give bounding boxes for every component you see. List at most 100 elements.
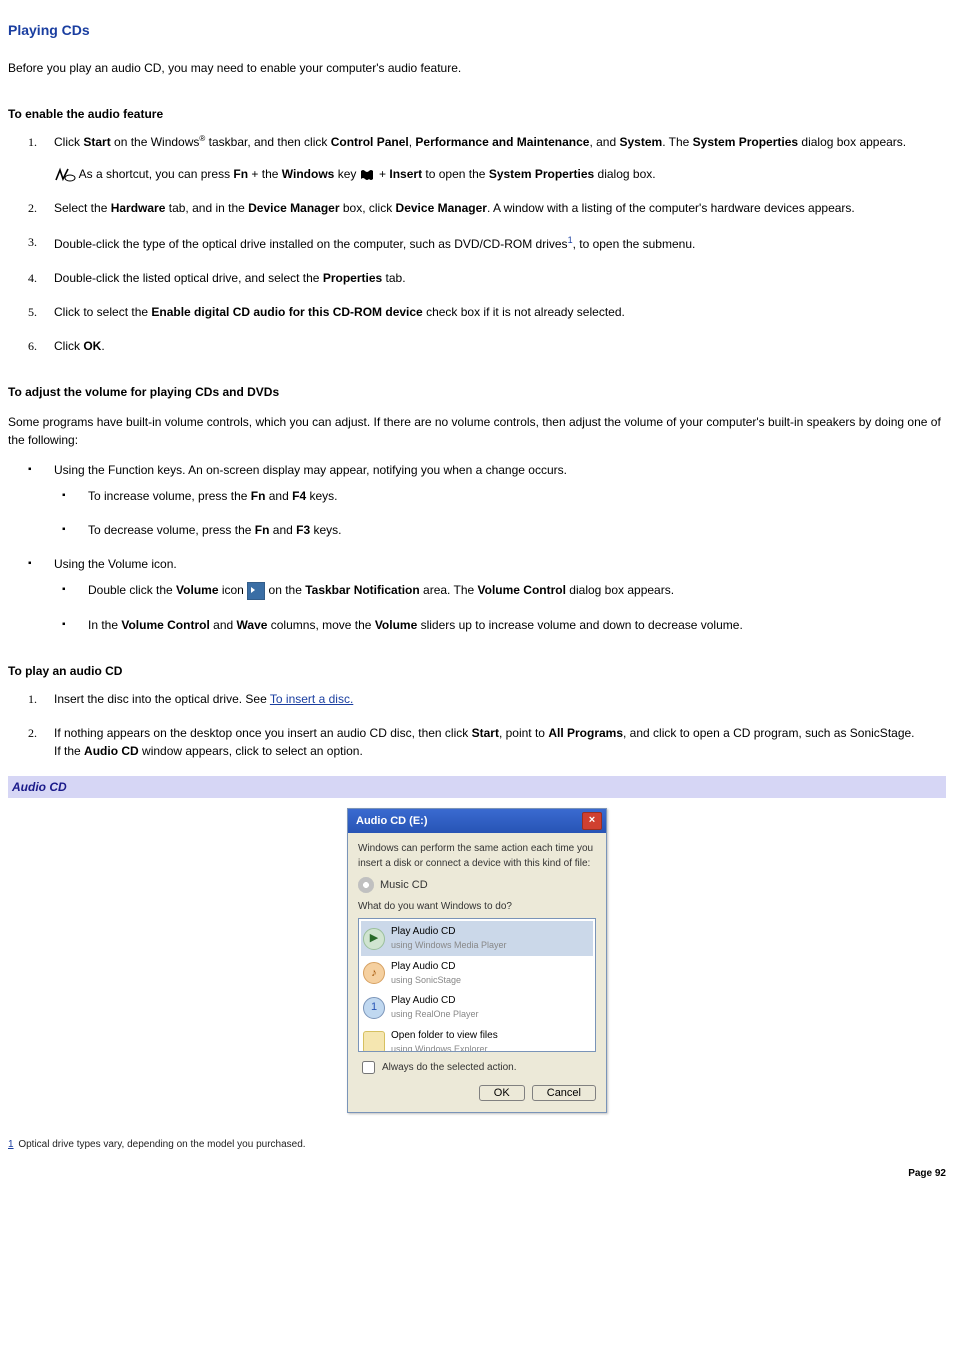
list-item[interactable]: Open folder to view files using Windows … (361, 1025, 593, 1053)
bold: Taskbar Notification (305, 583, 419, 597)
bold: F3 (296, 523, 310, 537)
realone-icon: 1 (363, 997, 385, 1019)
text: If nothing appears on the desktop once y… (54, 726, 472, 740)
text: on the Windows (111, 135, 200, 149)
enable-steps-list: 1. Click Start on the Windows® taskbar, … (8, 133, 946, 355)
disc-type-row: Music CD (358, 877, 596, 894)
item-sub: using RealOne Player (391, 1008, 479, 1022)
item-title: Open folder to view files (391, 1028, 498, 1043)
text: keys. (310, 523, 341, 537)
text: box, click (340, 201, 396, 215)
bold: F4 (292, 489, 306, 503)
text: dialog box. (594, 167, 655, 181)
link-insert-disc[interactable]: To insert a disc. (270, 692, 353, 706)
text: keys. (306, 489, 337, 503)
text: and (265, 489, 292, 503)
bold: System Properties (489, 167, 594, 181)
dialog-prompt: What do you want Windows to do? (358, 899, 596, 914)
text: taskbar, and then click (205, 135, 330, 149)
bold: Device Manager (248, 201, 339, 215)
text: As a shortcut, you can press (79, 167, 234, 181)
play-step-1: 1. Insert the disc into the optical driv… (54, 690, 946, 708)
list-item[interactable]: ♪ Play Audio CD using SonicStage (361, 956, 593, 991)
bold: Windows (282, 167, 335, 181)
bold: Device Manager (396, 201, 487, 215)
text: + (376, 167, 390, 181)
bold: Fn (255, 523, 270, 537)
item-title: Play Audio CD (391, 924, 507, 939)
volume-option-fnkeys: Using the Function keys. An on-screen di… (54, 461, 946, 539)
text: sliders up to increase volume and down t… (417, 618, 743, 632)
bold: All Programs (548, 726, 623, 740)
volume-option-icon: Using the Volume icon. Double click the … (54, 555, 946, 634)
list-item[interactable]: 1 Play Audio CD using RealOne Player (361, 990, 593, 1025)
sonicstage-icon: ♪ (363, 962, 385, 984)
text: , and click to open a CD program, such a… (623, 726, 915, 740)
bold: OK (83, 339, 101, 353)
bold: Fn (251, 489, 266, 503)
volume-intro: Some programs have built-in volume contr… (8, 413, 946, 449)
play-steps-list: 1. Insert the disc into the optical driv… (8, 690, 946, 760)
dialog-message: Windows can perform the same action each… (358, 841, 596, 871)
text: to open the (422, 167, 489, 181)
enable-step-2: 2. Select the Hardware tab, and in the D… (54, 199, 946, 217)
page-title: Playing CDs (8, 20, 946, 41)
item-sub: using Windows Media Player (391, 939, 507, 953)
text: , and (589, 135, 619, 149)
bold: Performance and Maintenance (415, 135, 589, 149)
cancel-button[interactable]: Cancel (532, 1085, 596, 1101)
heading-adjust-volume: To adjust the volume for playing CDs and… (8, 383, 946, 401)
dialog-title: Audio CD (E:) (356, 813, 427, 830)
bold: Start (472, 726, 499, 740)
folder-icon (363, 1031, 385, 1052)
bold: Properties (323, 271, 382, 285)
text: icon (219, 583, 248, 597)
text: To increase volume, press the (88, 489, 251, 503)
heading-play-cd: To play an audio CD (8, 662, 946, 680)
volume-icon-doubleclick: Double click the Volume icon on the Task… (88, 581, 946, 600)
volume-options-list: Using the Function keys. An on-screen di… (8, 461, 946, 634)
bold: System Properties (693, 135, 798, 149)
page-number: Page 92 (8, 1166, 946, 1181)
play-icon: ▶ (363, 928, 385, 950)
action-listbox[interactable]: ▶ Play Audio CD using Windows Media Play… (358, 918, 596, 1052)
close-button[interactable]: × (582, 812, 602, 830)
footnote-text: Optical drive types vary, depending on t… (16, 1139, 306, 1150)
bold: Control Panel (331, 135, 409, 149)
dialog-titlebar: Audio CD (E:) × (348, 809, 606, 833)
text: . (101, 339, 104, 353)
always-checkbox-label: Always do the selected action. (382, 1060, 517, 1075)
text: Click (54, 135, 83, 149)
footnote-marker[interactable]: 1 (8, 1139, 14, 1150)
text: Click (54, 339, 83, 353)
text: area. The (420, 583, 478, 597)
text: Select the (54, 201, 111, 215)
text: Using the Function keys. An on-screen di… (54, 463, 567, 477)
autoplay-dialog: Audio CD (E:) × Windows can perform the … (347, 808, 607, 1113)
text: dialog box appears. (566, 583, 674, 597)
ok-button[interactable]: OK (479, 1085, 525, 1101)
bold: Start (83, 135, 110, 149)
text: If the (54, 744, 84, 758)
text: , point to (499, 726, 548, 740)
item-title: Play Audio CD (391, 993, 479, 1008)
cd-icon (358, 877, 374, 893)
text: Using the Volume icon. (54, 557, 177, 571)
bold: Hardware (111, 201, 166, 215)
bold: Volume Control (478, 583, 566, 597)
always-checkbox-row[interactable]: Always do the selected action. (358, 1058, 596, 1077)
always-checkbox[interactable] (362, 1061, 375, 1074)
text: , to open the submenu. (573, 237, 696, 251)
volume-sliders: In the Volume Control and Wave columns, … (88, 616, 946, 634)
enable-step-5: 5. Click to select the Enable digital CD… (54, 303, 946, 321)
text: check box if it is not already selected. (423, 305, 625, 319)
list-item[interactable]: ▶ Play Audio CD using Windows Media Play… (361, 921, 593, 956)
text: In the (88, 618, 121, 632)
text: To decrease volume, press the (88, 523, 255, 537)
text: window appears, click to select an optio… (139, 744, 363, 758)
text: Click to select the (54, 305, 151, 319)
bold: Volume (176, 583, 218, 597)
volume-increase: To increase volume, press the Fn and F4 … (88, 487, 946, 505)
text: + the (248, 167, 282, 181)
text: columns, move the (267, 618, 374, 632)
